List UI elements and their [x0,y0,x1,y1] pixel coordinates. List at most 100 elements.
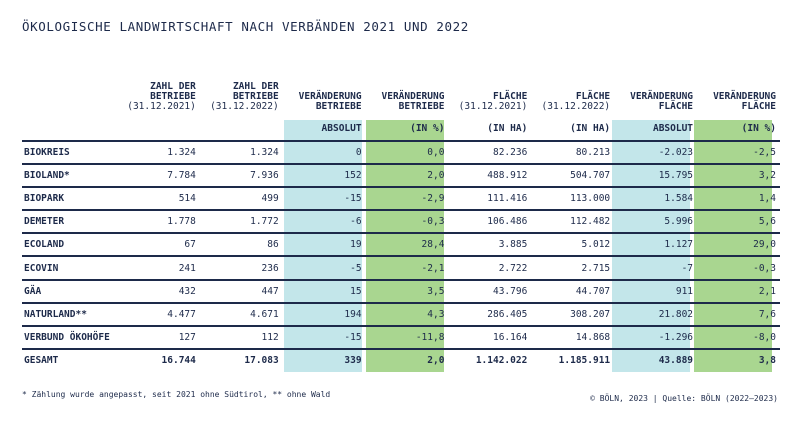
table-cell: 4.477 [117,301,200,325]
table-cell: -2,1 [365,255,449,278]
table-cell: 447 [199,278,283,302]
table-cell: 15 [282,278,366,302]
table-row: BIOLAND* 7.784 7.936 152 2,0 488.912 504.707 15… [22,163,780,186]
table-cell: 17.083 [199,347,283,371]
column-band-8 [694,120,772,372]
table-cell: -11,8 [365,324,449,348]
table-row: NATURLAND** 4.477 4.671 194 4,3 286.405 308.20… [22,301,780,325]
table-cell: -8,0 [697,324,780,348]
table-cell: 2,1 [697,278,780,302]
table-cell: 1.324 [117,140,200,163]
column-unit-8: (IN %) [741,122,776,134]
table-cell: 488.912 [448,163,532,186]
table-cell: 1.127 [614,232,698,255]
table-cell: 152 [282,163,366,186]
table-cell: 499 [199,186,283,209]
table-cell: -0,3 [697,255,780,278]
chart-title: ÖKOLOGISCHE LANDWIRTSCHAFT NACH VERBÄNDE… [22,19,469,34]
table-cell: 5.012 [531,232,615,255]
table-cell: 14.868 [531,324,615,348]
table-cell: 106.486 [448,209,532,232]
table-row: BIOPARK 514 499 -15 -2,9 111.416 113.000 1.584 1… [22,186,780,209]
column-unit-1 [117,116,200,140]
table-row: ECOVIN 241 236 -5 -2,1 2.722 2.715 -7 -0,3 [22,255,780,278]
column-header-3: VERÄNDERUNG BETRIEBE [298,91,362,112]
column-band-3 [284,120,362,372]
table-cell: 1.772 [199,209,283,232]
table-cell: 28,4 [365,232,449,255]
table-cell: -7 [614,255,698,278]
table-cell: 19 [282,232,366,255]
table-cell: 113.000 [531,186,615,209]
footnote: * Zählung wurde angepasst, seit 2021 ohn… [22,390,331,399]
unit-corner [22,116,117,140]
row-label: ECOLAND [22,232,117,255]
table-cell: 16.744 [117,347,200,371]
table-cell: 1.142.022 [448,347,532,371]
table-cell: 43.889 [614,347,698,371]
header-corner [22,72,117,116]
table-row: ECOLAND 67 86 19 28,4 3.885 5.012 1.127 29,0 [22,232,780,255]
table-cell: 2,0 [365,163,449,186]
table-cell: -5 [282,255,366,278]
column-band-4 [366,120,444,372]
table-cell: 4,3 [365,301,449,325]
table-row: BIOKREIS 1.324 1.324 0 0,0 82.236 80.213 -2.023… [22,140,780,163]
table-cell: 3,8 [697,347,780,371]
table-cell: 112 [199,324,283,348]
row-label: ECOVIN [22,255,117,278]
table-row: GÄA 432 447 15 3,5 43.796 44.707 911 2,1 [22,278,780,302]
table-cell: 514 [117,186,200,209]
source-note: © BÖLN, 2023 | Quelle: BÖLN (2022–2023) [590,394,778,403]
table-cell: 29,0 [697,232,780,255]
table-cell: 4.671 [199,301,283,325]
table-cell: -1.296 [614,324,698,348]
table-cell: 2,0 [365,347,449,371]
table-cell: 308.207 [531,301,615,325]
table-row: GESAMT 16.744 17.083 339 2,0 1.142.022 1.185.9… [22,347,780,371]
table-cell: 194 [282,301,366,325]
table-cell: 1.584 [614,186,698,209]
table-cell: -15 [282,324,366,348]
column-header-8: VERÄNDERUNG FLÄCHE [713,91,776,112]
row-label: GÄA [22,278,117,302]
table-cell: 7,6 [697,301,780,325]
table-cell: 236 [199,255,283,278]
row-label: NATURLAND** [22,301,117,325]
column-unit-3: ABSOLUT [321,122,362,134]
row-label: BIOKREIS [22,140,117,163]
table-cell: -15 [282,186,366,209]
table-area: ZAHL DER BETRIEBE (31.12.2021) ZAHL DER BETR… [22,72,780,372]
table-cell: 3,2 [697,163,780,186]
column-header-6: FLÄCHE (31.12.2022) [541,91,611,112]
table-cell: 15.795 [614,163,698,186]
table-cell: 127 [117,324,200,348]
table-cell: 44.707 [531,278,615,302]
table-cell: 2.715 [531,255,615,278]
data-table: ZAHL DER BETRIEBE (31.12.2021) ZAHL DER BETR… [22,72,780,371]
row-label: BIOPARK [22,186,117,209]
column-band-7 [612,120,690,372]
table-cell: 2.722 [448,255,532,278]
table-cell: 86 [199,232,283,255]
table-cell: 432 [117,278,200,302]
table-cell: 1.185.911 [531,347,615,371]
column-unit-7: ABSOLUT [652,122,694,134]
table-cell: 286.405 [448,301,532,325]
table-cell: 5,6 [697,209,780,232]
table-cell: 241 [117,255,200,278]
column-header-2: ZAHL DER BETRIEBE (31.12.2022) [210,81,279,112]
row-label: VERBUND ÖKOHÖFE [22,324,117,348]
table-cell: -6 [282,209,366,232]
table-cell: 1.778 [117,209,200,232]
table-cell: 504.707 [531,163,615,186]
table-cell: -2,5 [697,140,780,163]
table-row: DEMETER 1.778 1.772 -6 -0,3 106.486 112.482 5.9… [22,209,780,232]
column-unit-4: (IN %) [410,122,445,134]
column-header-1: ZAHL DER BETRIEBE (31.12.2021) [127,81,196,112]
column-header-4: VERÄNDERUNG BETRIEBE [381,91,445,112]
row-label: GESAMT [22,347,117,371]
column-unit-6: (IN HA) [570,122,611,134]
table-cell: 111.416 [448,186,532,209]
table-cell: 3,5 [365,278,449,302]
